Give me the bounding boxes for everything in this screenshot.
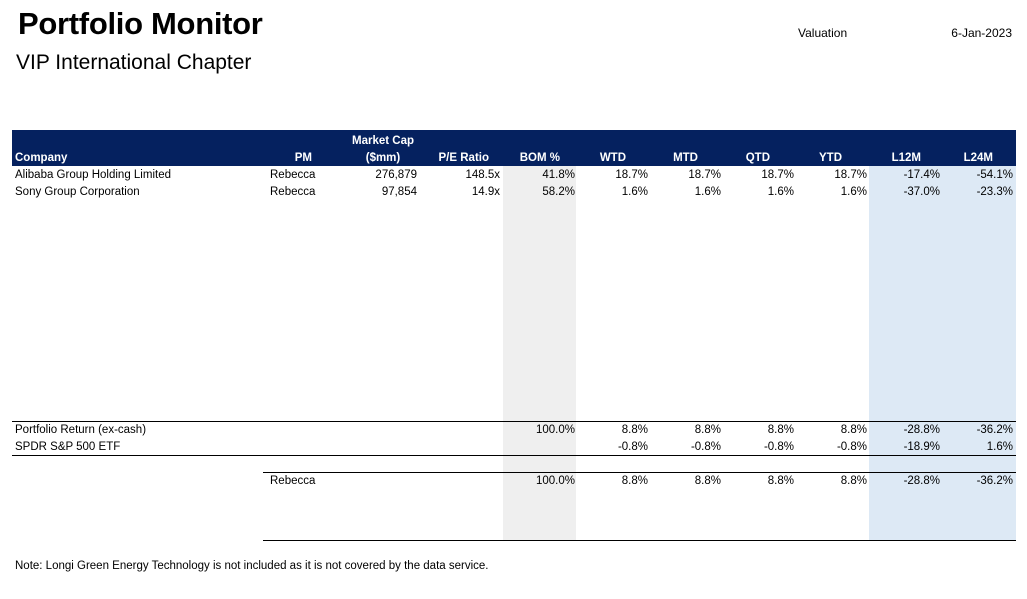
header-l24m: L24M xyxy=(963,152,993,164)
table-row-mktcap: 97,854 xyxy=(381,186,417,198)
pm-summary-l12m: -28.8% xyxy=(903,475,940,487)
table-row-pe: 148.5x xyxy=(465,169,500,181)
header-ytd: YTD xyxy=(819,152,842,164)
portfolio-l12m: -28.8% xyxy=(903,424,940,436)
pm-summary-pm: Rebecca xyxy=(270,475,316,487)
portfolio-bom: 100.0% xyxy=(535,424,575,436)
valuation-date: 6-Jan-2023 xyxy=(951,26,1012,40)
header-wtd: WTD xyxy=(599,152,626,164)
portfolio-wtd: 8.8% xyxy=(621,424,648,436)
portfolio-return-label: Portfolio Return (ex-cash) xyxy=(15,424,147,436)
table-row-wtd: 18.7% xyxy=(615,169,648,181)
divider xyxy=(12,455,1016,456)
benchmark-mtd: -0.8% xyxy=(690,441,721,453)
table-row-pe: 14.9x xyxy=(471,186,500,198)
table-header xyxy=(12,130,1016,166)
table-row-bom: 58.2% xyxy=(542,186,575,198)
table-row-mtd: 1.6% xyxy=(694,186,721,198)
header-mktcap-line1: Market Cap xyxy=(352,135,414,147)
pm-summary-qtd: 8.8% xyxy=(767,475,794,487)
bom-column-shade xyxy=(503,166,576,541)
page-title: Portfolio Monitor xyxy=(18,6,263,41)
table-row-ytd: 18.7% xyxy=(834,169,867,181)
table-row-company: Alibaba Group Holding Limited xyxy=(15,169,171,181)
benchmark-ytd: -0.8% xyxy=(836,441,867,453)
pm-summary-bom: 100.0% xyxy=(535,475,575,487)
divider xyxy=(12,421,1016,422)
benchmark-label: SPDR S&P 500 ETF xyxy=(15,441,121,453)
portfolio-mtd: 8.8% xyxy=(694,424,721,436)
divider xyxy=(263,540,1016,541)
table-row-l24m: -23.3% xyxy=(976,186,1013,198)
valuation-label: Valuation xyxy=(798,26,848,40)
page-subtitle: VIP International Chapter xyxy=(16,51,252,74)
header-bom: BOM % xyxy=(519,152,560,164)
table-row-mktcap: 276,879 xyxy=(375,169,417,181)
table-row-l12m: -17.4% xyxy=(903,169,940,181)
benchmark-wtd: -0.8% xyxy=(617,441,648,453)
table-row-wtd: 1.6% xyxy=(621,186,648,198)
portfolio-ytd: 8.8% xyxy=(840,424,867,436)
benchmark-l24m: 1.6% xyxy=(986,441,1013,453)
table-row-l24m: -54.1% xyxy=(976,169,1013,181)
table-row-qtd: 18.7% xyxy=(761,169,794,181)
portfolio-l24m: -36.2% xyxy=(976,424,1013,436)
pm-summary-wtd: 8.8% xyxy=(621,475,648,487)
header-pe: P/E Ratio xyxy=(438,152,489,164)
table-row-ytd: 1.6% xyxy=(840,186,867,198)
table-row-l12m: -37.0% xyxy=(903,186,940,198)
table-row-mtd: 18.7% xyxy=(688,169,721,181)
footnote: Note: Longi Green Energy Technology is n… xyxy=(15,560,489,572)
header-company: Company xyxy=(15,152,68,164)
header-mtd: MTD xyxy=(673,152,698,164)
header-mktcap-line2: ($mm) xyxy=(365,152,401,164)
trailing-columns-shade xyxy=(869,166,1016,541)
header-pm: PM xyxy=(294,152,312,164)
pm-summary-l24m: -36.2% xyxy=(976,475,1013,487)
table-row-pm: Rebecca xyxy=(270,169,316,181)
pm-summary-mtd: 8.8% xyxy=(694,475,721,487)
header-qtd: QTD xyxy=(745,152,770,164)
table-row-qtd: 1.6% xyxy=(767,186,794,198)
table-row-pm: Rebecca xyxy=(270,186,316,198)
divider xyxy=(263,472,1016,473)
benchmark-qtd: -0.8% xyxy=(763,441,794,453)
benchmark-l12m: -18.9% xyxy=(903,441,940,453)
portfolio-qtd: 8.8% xyxy=(767,424,794,436)
table-row-company: Sony Group Corporation xyxy=(15,186,140,198)
header-l12m: L12M xyxy=(891,152,921,164)
pm-summary-ytd: 8.8% xyxy=(840,475,867,487)
table-row-bom: 41.8% xyxy=(542,169,575,181)
